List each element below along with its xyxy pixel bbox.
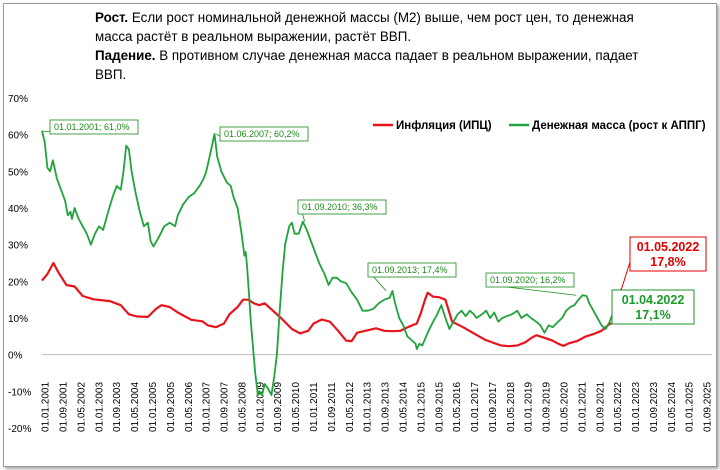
x-tick-label: 01.09.2013: [381, 382, 392, 432]
annotation-callout: 01.06.2007; 60,2%: [216, 126, 309, 142]
growth-label: Рост.: [95, 10, 129, 25]
x-tick-label: 01.09.2001: [59, 382, 70, 432]
x-tick-label: 01.05.2008: [237, 382, 248, 432]
x-tick-label: 01.09.2003: [112, 382, 123, 432]
growth-text: Если рост номинальной денежной массы (М2…: [95, 10, 634, 44]
annotation-box: [297, 199, 387, 215]
x-tick-label: 01.05.2004: [130, 382, 141, 432]
fall-text: В противном случае денежная масса падает…: [95, 48, 639, 82]
headline: Рост. Если рост номинальной денежной мас…: [95, 8, 655, 84]
series-line-money: [41, 130, 621, 396]
annotation-callout: 01.01.2001; 61,0%: [41, 119, 139, 135]
x-tick-label: 01.09.2007: [220, 382, 231, 432]
x-tick-label: 01.01.2019: [524, 382, 535, 432]
x-tick-label: 01.09.2021: [595, 382, 606, 432]
callout-date: 01.04.2022: [622, 293, 685, 307]
annotation-label: 01.06.2007; 60,2%: [224, 129, 300, 139]
x-tick-label: 01.09.2011: [327, 382, 338, 432]
x-tick-label: 01.05.2018: [506, 382, 517, 432]
x-tick-label: 01.09.2005: [166, 382, 177, 432]
legend: Инфляция (ИПЦ) Денежная масса (рост к АП…: [373, 120, 706, 132]
x-tick-label: 01.09.2025: [703, 382, 714, 432]
callout-value: 17,1%: [635, 308, 670, 322]
fall-label: Падение.: [95, 48, 156, 63]
y-tick-label: 0%: [8, 351, 23, 362]
annotations: 01.01.2001; 61,0% 01.06.2007; 60,2% 01.09.…: [41, 119, 577, 296]
callout-box: [629, 236, 707, 272]
x-tick-label: 01.05.2016: [452, 382, 463, 432]
y-tick-label: 60%: [8, 131, 28, 142]
y-tick-label: 20%: [8, 277, 28, 288]
x-tick-label: 01.05.2006: [184, 382, 195, 432]
x-tick-label: 01.09.2019: [542, 382, 553, 432]
x-tick-label: 01.01.2023: [631, 382, 642, 432]
x-tick-label: 01.01.2009: [255, 382, 266, 432]
callout-date: 01.05.2022: [637, 240, 700, 254]
y-tick-label: -10%: [8, 387, 31, 398]
x-tick-label: 01.09.2009: [273, 382, 284, 432]
x-tick-label: 01.01.2001: [41, 382, 52, 432]
x-tick-label: 01.01.2017: [470, 382, 481, 432]
x-tick-label: 01.05.2014: [398, 382, 409, 432]
legend-label-inflation: Инфляция (ИПЦ): [396, 120, 492, 132]
x-tick-label: 01.09.2017: [488, 382, 499, 432]
x-tick-label: 01.01.2021: [577, 382, 588, 432]
y-tick-label: 40%: [8, 204, 28, 215]
x-tick-label: 01.05.2022: [613, 382, 624, 432]
callout-value: 17,8%: [650, 255, 685, 269]
x-tick-label: 01.01.2025: [685, 382, 696, 432]
annotation-label: 01.09.2013; 17,4%: [372, 265, 448, 275]
callout-leader: [620, 261, 631, 290]
x-tick-label: 01.09.2015: [434, 382, 445, 432]
x-tick-label: 01.09.2023: [649, 382, 660, 432]
y-tick-label: 10%: [8, 314, 28, 325]
callout-box: [611, 289, 695, 325]
chart-frame: [3, 3, 717, 467]
x-tick-label: 01.05.2012: [345, 382, 356, 432]
annotation-callout: 01.09.2020; 16,2%: [485, 272, 577, 296]
x-tick-label: 01.01.2005: [148, 382, 159, 432]
annotation-leader: [371, 274, 387, 292]
annotation-box: [49, 119, 139, 135]
y-tick-label: -20%: [8, 424, 31, 435]
y-tick-label: 70%: [8, 94, 28, 105]
annotation-label: 01.09.2010; 36,3%: [302, 202, 378, 212]
annotation-box: [367, 262, 457, 278]
x-axis-ticks: 01.01.2001 01.09.2001 01.05.2002 01.01.2003…: [41, 382, 714, 432]
x-tick-label: 01.05.2002: [76, 382, 87, 432]
annotation-box: [219, 126, 309, 142]
annotation-callout: 01.09.2013; 17,4%: [367, 262, 457, 292]
x-tick-label: 01.05.2010: [291, 382, 302, 432]
series-line-inflation: [41, 261, 623, 348]
legend-label-money: Денежная масса (рост к АППГ): [532, 120, 706, 132]
y-axis-ticks: 70% 60% 50% 40% 30% 20% 10% 0% -10% -20%: [8, 94, 31, 435]
x-tick-label: 01.01.2011: [309, 382, 320, 432]
x-tick-label: 01.05.2024: [667, 382, 678, 432]
annotation-box: [485, 272, 575, 288]
annotation-label: 01.09.2020; 16,2%: [490, 275, 566, 285]
y-tick-label: 50%: [8, 167, 28, 178]
annotation-callout: 01.09.2010; 36,3%: [297, 199, 387, 222]
x-tick-label: 01.01.2007: [202, 382, 213, 432]
x-tick-label: 01.05.2020: [560, 382, 571, 432]
x-tick-label: 01.01.2003: [94, 382, 105, 432]
x-tick-label: 01.01.2013: [363, 382, 374, 432]
annotation-label: 01.01.2001; 61,0%: [54, 122, 130, 132]
series-lines: [41, 130, 623, 396]
y-tick-label: 30%: [8, 241, 28, 252]
x-tick-label: 01.01.2015: [416, 382, 427, 432]
